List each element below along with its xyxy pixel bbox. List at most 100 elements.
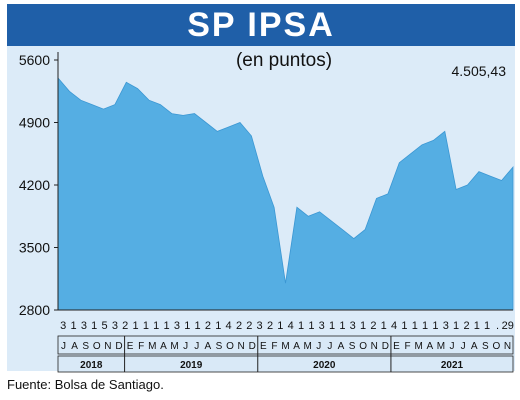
x-month-label: N	[104, 341, 111, 352]
x-year-label: 2020	[313, 360, 336, 371]
x-day-label: 4	[288, 320, 294, 332]
y-tick-label: 4200	[19, 177, 50, 193]
x-month-label: J	[183, 341, 188, 352]
x-month-label: O	[226, 341, 234, 352]
x-day-label: 1	[453, 320, 459, 332]
month-band	[57, 335, 514, 355]
x-day-label: 29	[502, 320, 514, 332]
title-bar: SP IPSA	[7, 4, 515, 46]
x-day-label: 1	[339, 320, 345, 332]
x-month-label: O	[493, 341, 501, 352]
x-month-label: F	[138, 341, 144, 352]
x-month-label: A	[426, 341, 433, 352]
x-day-label: 3	[443, 320, 449, 332]
x-month-label: J	[61, 341, 66, 352]
x-month-label: S	[216, 341, 223, 352]
x-day-label: 3	[60, 320, 66, 332]
x-month-label: M	[281, 341, 289, 352]
x-month-label: E	[260, 341, 267, 352]
x-month-label: E	[127, 341, 134, 352]
x-month-label: A	[71, 341, 78, 352]
x-month-label: F	[405, 341, 411, 352]
x-month-label: O	[93, 341, 101, 352]
x-month-label: O	[359, 341, 367, 352]
y-tick-label: 3500	[19, 240, 50, 256]
x-month-label: E	[393, 341, 400, 352]
x-day-label: 1	[412, 320, 418, 332]
x-day-label: 3	[81, 320, 87, 332]
x-day-label: 2	[205, 320, 211, 332]
x-day-label: 2	[267, 320, 273, 332]
x-day-label: 2	[370, 320, 376, 332]
x-day-label: 1	[474, 320, 480, 332]
x-day-label: 2	[122, 320, 128, 332]
x-day-label: 1	[184, 320, 190, 332]
x-month-label: S	[482, 341, 489, 352]
x-day-label: 1	[91, 320, 97, 332]
x-month-label: M	[170, 341, 178, 352]
x-day-label: 1	[401, 320, 407, 332]
chart-subtitle: (en puntos)	[236, 50, 332, 71]
x-day-label: 1	[484, 320, 490, 332]
area-series	[57, 76, 514, 311]
x-month-label: A	[338, 341, 345, 352]
x-month-label: M	[148, 341, 156, 352]
x-month-label: S	[82, 341, 89, 352]
x-month-label: A	[293, 341, 300, 352]
x-month-label: J	[450, 341, 455, 352]
x-month-label: M	[304, 341, 312, 352]
y-tick-label: 5600	[19, 52, 50, 68]
x-day-label: 1	[164, 320, 170, 332]
x-month-label: J	[316, 341, 321, 352]
y-tick-label: 4900	[19, 115, 50, 131]
x-month-label: M	[415, 341, 423, 352]
x-month-label: N	[371, 341, 378, 352]
x-day-label: 5	[101, 320, 107, 332]
chart-panel: (en puntos) 4.505,43 5600 4900 4200 3500 280…	[7, 4, 515, 373]
x-month-label: M	[437, 341, 445, 352]
x-day-label: 3	[112, 320, 118, 332]
x-day-label: 4	[391, 320, 397, 332]
last-value-label: 4.505,43	[452, 63, 507, 79]
x-month-label: A	[471, 341, 478, 352]
chart-svg: (en puntos) 4.505,43 5600 4900 4200 3500 280…	[7, 46, 515, 373]
x-day-label: 1	[329, 320, 335, 332]
year-band	[57, 355, 514, 373]
x-month-label: J	[461, 341, 466, 352]
x-day-label: .	[496, 320, 499, 332]
x-month-label: F	[271, 341, 277, 352]
x-month-label: N	[504, 341, 511, 352]
x-day-label: 1	[70, 320, 76, 332]
x-day-label: 2	[236, 320, 242, 332]
x-month-label: D	[382, 341, 389, 352]
x-day-label: 3	[174, 320, 180, 332]
x-day-label: 2	[463, 320, 469, 332]
x-day-label: 1	[153, 320, 159, 332]
x-day-label: 1	[143, 320, 149, 332]
x-year-label: 2019	[180, 360, 203, 371]
x-day-label: 1	[298, 320, 304, 332]
x-day-label: 1	[381, 320, 387, 332]
x-day-label: 1	[215, 320, 221, 332]
x-month-label: S	[349, 341, 356, 352]
y-tick-label: 2800	[19, 302, 50, 318]
x-day-label: 1	[195, 320, 201, 332]
x-month-label: D	[115, 341, 122, 352]
x-year-label: 2021	[441, 360, 464, 371]
x-day-label: 1	[360, 320, 366, 332]
chart-title: SP IPSA	[187, 6, 335, 44]
x-day-label: 3	[350, 320, 356, 332]
x-day-label: 1	[432, 320, 438, 332]
x-month-label: A	[204, 341, 211, 352]
x-day-label: 3	[257, 320, 263, 332]
x-month-label: N	[237, 341, 244, 352]
x-day-label: 1	[133, 320, 139, 332]
x-year-label: 2018	[80, 360, 103, 371]
x-day-label: 1	[277, 320, 283, 332]
x-month-label: J	[327, 341, 332, 352]
x-day-label: 3	[319, 320, 325, 332]
x-day-label: 4	[226, 320, 232, 332]
x-month-label: J	[194, 341, 199, 352]
x-day-label: 2	[246, 320, 252, 332]
x-day-label: 1	[308, 320, 314, 332]
